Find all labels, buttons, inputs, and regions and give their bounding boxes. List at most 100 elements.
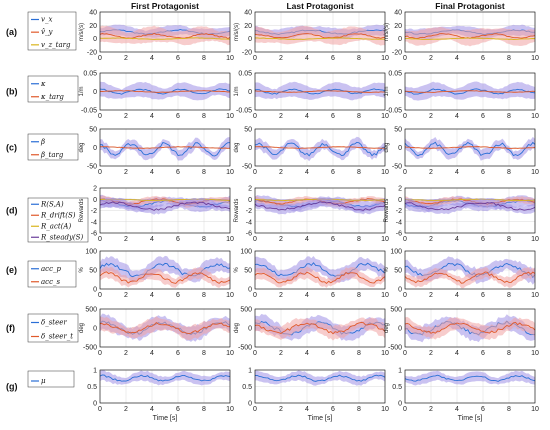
legend-entry: R_drift(S) <box>40 211 76 219</box>
x-tick-label: 4 <box>305 169 309 176</box>
x-tick-label: 6 <box>481 236 485 243</box>
y-tick-label: -50 <box>242 164 252 171</box>
y-tick-label: -500 <box>388 345 402 352</box>
y-tick-label: 0.05 <box>388 71 402 78</box>
series-band <box>255 317 385 341</box>
y-unit-label: deg <box>79 142 85 152</box>
y-tick-label: 0 <box>248 36 252 43</box>
axes-frame <box>254 308 386 348</box>
series-band <box>255 136 385 162</box>
row-label: (g) <box>6 382 18 392</box>
x-tick-label: 0 <box>403 406 407 413</box>
legend-entry: acc_p <box>41 265 62 273</box>
y-tick-label: -2 <box>396 208 402 215</box>
x-tick-label: 4 <box>150 292 154 299</box>
y-unit-label: % <box>234 267 240 273</box>
y-tick-label: -0.05 <box>386 108 402 115</box>
series-band <box>255 197 385 215</box>
series-line <box>254 88 386 95</box>
x-tick-label: 10 <box>226 55 234 62</box>
x-tick-label: 6 <box>176 113 180 120</box>
y-tick-label: -4 <box>396 219 402 226</box>
y-tick-label: -0.05 <box>81 108 97 115</box>
x-tick-label: 8 <box>202 169 206 176</box>
axes-frame <box>99 250 231 290</box>
series-line <box>99 374 231 382</box>
y-tick-label: -50 <box>392 164 402 171</box>
series-line <box>254 37 386 40</box>
x-tick-label: 2 <box>429 236 433 243</box>
legend-entry: κ_targ <box>40 93 64 101</box>
x-tick-label: 8 <box>202 236 206 243</box>
y-tick-label: 0 <box>248 197 252 204</box>
x-tick-label: 0 <box>98 113 102 120</box>
x-tick-label: 10 <box>226 113 234 120</box>
series-line <box>254 262 386 277</box>
panel: 100 50 00 2 4 6 8 10% <box>384 249 539 300</box>
x-tick-label: 8 <box>507 169 511 176</box>
x-tick-label: 6 <box>481 406 485 413</box>
x-tick-label: 6 <box>176 292 180 299</box>
series-band <box>405 136 535 161</box>
x-tick-label: 4 <box>305 113 309 120</box>
series-line <box>404 90 536 93</box>
x-tick-label: 10 <box>381 55 389 62</box>
x-tick-label: 0 <box>253 55 257 62</box>
x-tick-label: 0 <box>98 55 102 62</box>
y-tick-label: -6 <box>91 231 97 238</box>
x-tick-label: 10 <box>531 113 539 120</box>
axes-frame <box>254 72 386 111</box>
y-tick-label: 20 <box>244 23 252 30</box>
x-tick-label: 2 <box>429 292 433 299</box>
y-tick-label: 100 <box>390 249 402 256</box>
axes-frame <box>99 187 231 234</box>
y-tick-label: 2 <box>248 186 252 193</box>
x-tick-label: 0 <box>403 113 407 120</box>
y-tick-label: 0 <box>248 326 252 333</box>
x-tick-label: 8 <box>357 350 361 357</box>
x-tick-label: 8 <box>507 236 511 243</box>
x-tick-label: 2 <box>124 406 128 413</box>
x-tick-label: 6 <box>331 350 335 357</box>
legend: β β_targ <box>27 133 79 161</box>
x-tick-label: 4 <box>150 113 154 120</box>
legend-frame <box>27 260 77 288</box>
x-tick-label: 10 <box>381 169 389 176</box>
legend-entry: β_targ <box>40 151 64 159</box>
x-tick-label: 6 <box>481 113 485 120</box>
x-tick-label: 8 <box>202 406 206 413</box>
x-axis-label: Time [s] <box>308 415 333 422</box>
column-title: Final Protagonist <box>435 1 505 11</box>
series-band <box>405 370 535 386</box>
y-tick-label: 0 <box>93 89 97 96</box>
legend-frame <box>27 370 75 388</box>
series-line <box>404 141 536 157</box>
y-unit-label: Rewards <box>79 199 85 223</box>
series-band <box>405 26 535 47</box>
axes-frame <box>99 72 231 111</box>
y-tick-label: 0.05 <box>238 71 252 78</box>
legend-frame <box>27 133 79 161</box>
x-tick-label: 10 <box>381 406 389 413</box>
series-line <box>254 33 386 39</box>
legend-frame <box>27 75 79 103</box>
x-tick-label: 6 <box>176 55 180 62</box>
series-line <box>254 271 386 285</box>
x-tick-label: 8 <box>357 406 361 413</box>
legend-entry: v_x <box>41 16 52 24</box>
x-tick-label: 0 <box>403 236 407 243</box>
x-tick-label: 8 <box>357 113 361 120</box>
x-tick-label: 10 <box>381 292 389 299</box>
x-tick-label: 2 <box>279 292 283 299</box>
y-tick-label: 40 <box>89 10 97 17</box>
row-label: (a) <box>6 27 17 37</box>
axes-frame <box>404 250 536 290</box>
y-tick-label: 0 <box>398 326 402 333</box>
y-tick-label: 1 <box>398 368 402 375</box>
y-tick-label: 0.05 <box>83 71 97 78</box>
axes-frame <box>99 11 231 53</box>
y-tick-label: 0 <box>398 401 402 408</box>
row-label: (b) <box>6 87 18 97</box>
